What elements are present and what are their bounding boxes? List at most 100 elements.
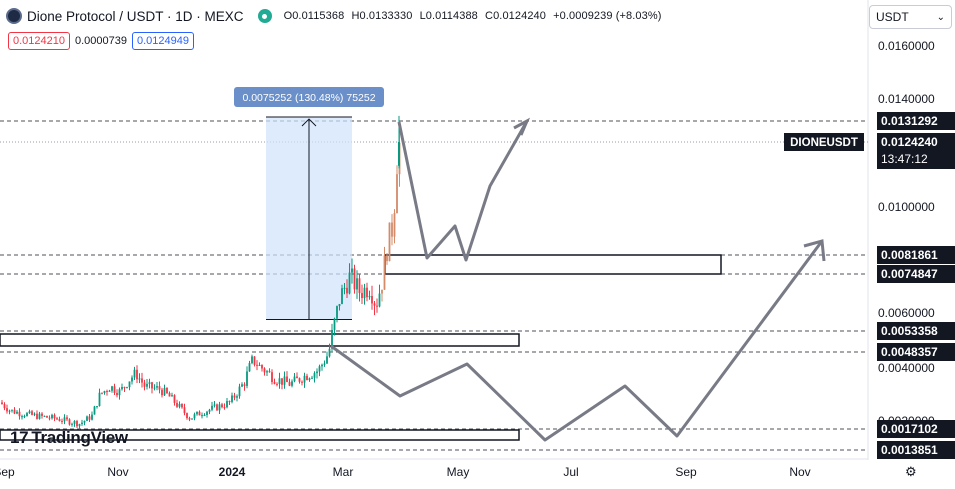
- candle-body: [103, 391, 106, 393]
- candle-body: [101, 392, 103, 394]
- projection-path-bullish: [397, 120, 529, 262]
- candle-body: [138, 378, 141, 380]
- candle-body: [316, 371, 318, 374]
- buy-price-button[interactable]: 0.0124949: [132, 32, 194, 50]
- price-level-tag[interactable]: [877, 322, 955, 340]
- candle-body: [366, 287, 368, 298]
- candle-body: [51, 414, 53, 419]
- candle-body: [396, 174, 398, 214]
- candle-body: [298, 378, 301, 382]
- candle-body: [248, 363, 251, 372]
- candle-body: [388, 222, 391, 262]
- candle-body: [238, 386, 241, 397]
- candle-body: [18, 411, 21, 417]
- price-level-tag[interactable]: [877, 265, 955, 283]
- price-level-tag[interactable]: [877, 246, 955, 264]
- price-level-tag-label: 0.0013851: [881, 443, 938, 457]
- candle-body: [266, 371, 268, 373]
- close-value: C0.0124240: [485, 10, 546, 22]
- candle-body: [341, 288, 343, 304]
- candle-body: [83, 420, 86, 423]
- candle-body: [333, 318, 336, 330]
- tradingview-logo: 17 TradingView: [10, 428, 128, 448]
- gear-icon[interactable]: ⚙: [905, 464, 917, 479]
- candle-body: [26, 413, 28, 417]
- candle-body: [68, 419, 71, 425]
- candle-body: [56, 418, 58, 420]
- candle-body: [213, 404, 216, 406]
- candle-body: [258, 365, 261, 367]
- candle-body: [48, 417, 51, 419]
- candle-body: [63, 417, 66, 422]
- candle-body: [253, 356, 256, 365]
- candle-body: [183, 407, 186, 414]
- candle-body: [353, 268, 356, 290]
- candle-body: [141, 378, 143, 383]
- candle-body: [206, 411, 208, 415]
- coin-logo-icon: [6, 8, 22, 24]
- candle-body: [118, 389, 121, 396]
- candle-body: [203, 414, 206, 416]
- time-axis-tick: Mar: [333, 465, 354, 479]
- price-axis-tick: 0.0160000: [878, 39, 935, 53]
- symbol-tag[interactable]: [784, 133, 864, 151]
- price-level-tag-label: 0.0081861: [881, 248, 938, 262]
- time-axis-tick: Nov: [789, 465, 810, 479]
- time-axis-tick: Nov: [107, 465, 128, 479]
- last-price-tag[interactable]: [877, 133, 955, 169]
- candle-body: [268, 371, 271, 373]
- price-level-tag[interactable]: [877, 441, 955, 459]
- open-value: O0.0115368: [283, 10, 345, 22]
- candle-body: [378, 293, 381, 307]
- zone-box[interactable]: [384, 254, 722, 275]
- symbol-title[interactable]: Dione Protocol / USDT · 1D · MEXC: [27, 8, 244, 24]
- candle-body: [93, 406, 96, 415]
- candle-body: [116, 392, 118, 396]
- candle-body: [386, 255, 388, 262]
- projection-arrow-icon: [513, 117, 531, 136]
- price-level-tag[interactable]: [877, 112, 955, 130]
- candle-body: [113, 386, 116, 393]
- candle-body: [181, 403, 183, 408]
- candle-body: [393, 213, 396, 237]
- candle-body: [228, 401, 231, 403]
- candle-body: [3, 404, 6, 409]
- sell-price-button[interactable]: 0.0124210: [8, 32, 70, 50]
- candle-countdown: 13:47:12: [881, 152, 928, 166]
- candle-body: [188, 418, 191, 420]
- projection-arrow-icon: [803, 239, 826, 262]
- candle-body: [383, 255, 386, 290]
- candle-body: [246, 371, 248, 386]
- candle-body: [326, 356, 328, 364]
- price-level-tag[interactable]: [877, 420, 955, 438]
- zone-box[interactable]: [0, 429, 520, 441]
- currency-select[interactable]: USDT ⌄: [869, 5, 952, 29]
- candle-body: [61, 421, 63, 423]
- zone-box[interactable]: [0, 333, 520, 347]
- price-level-tag[interactable]: [877, 343, 955, 361]
- candle-body: [288, 382, 291, 386]
- high-value: H0.0133330: [351, 10, 413, 22]
- ohlc-values: O0.0115368 H0.0133330 L0.0114388 C0.0124…: [284, 10, 666, 22]
- candle-body: [286, 376, 288, 383]
- candle-body: [71, 423, 73, 425]
- candle-body: [146, 383, 148, 387]
- candle-body: [338, 303, 341, 307]
- candle-body: [236, 396, 238, 398]
- candle-body: [53, 414, 56, 419]
- candle-body: [208, 409, 211, 412]
- trade-buttons: 0.0124210 0.0000739 0.0124949: [8, 32, 194, 50]
- candle-body: [348, 272, 351, 294]
- candle-body: [351, 268, 353, 273]
- candle-body: [321, 364, 323, 367]
- candle-body: [311, 377, 313, 379]
- candle-body: [38, 413, 41, 419]
- market-status-icon[interactable]: [257, 9, 272, 23]
- candle-body: [323, 363, 326, 365]
- currency-select-value: USDT: [876, 10, 909, 24]
- candle-body: [201, 415, 203, 417]
- time-axis-tick: Jul: [563, 465, 578, 479]
- time-axis-tick: 2024: [219, 465, 246, 479]
